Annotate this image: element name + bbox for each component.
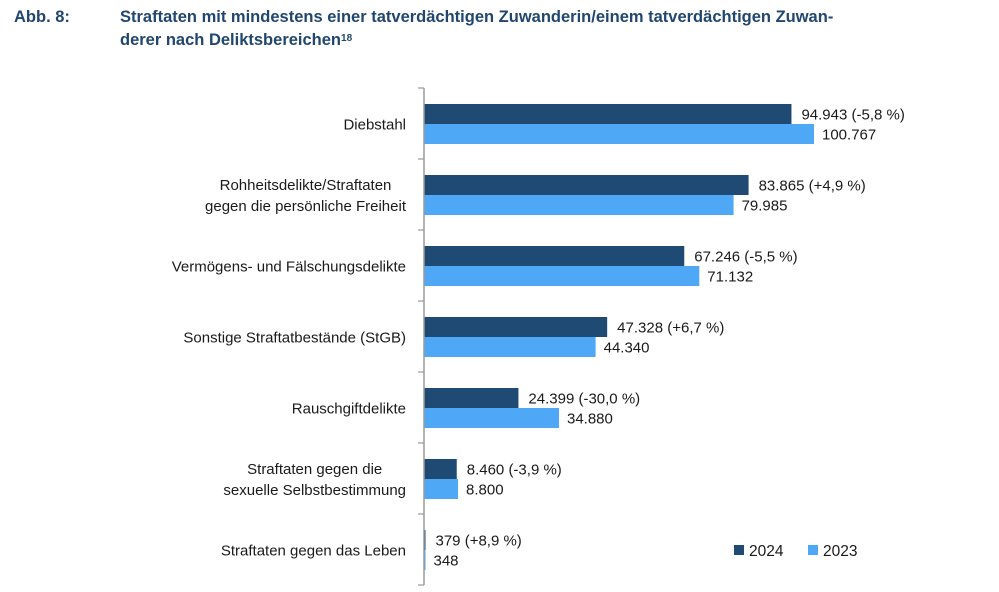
category-label-line: Straftaten gegen die xyxy=(247,461,382,478)
category-label-6: Straftaten gegen das Leben xyxy=(221,543,406,560)
labels-layer: 94.943 (-5,8 %) 100.767 Diebstahl 83.865 (+… xyxy=(172,107,905,570)
category-label-line: Rauschgiftdelikte xyxy=(292,401,406,418)
bar-2024-0 xyxy=(424,104,792,124)
category-label-line: Vermögens- und Fälschungsdelikte xyxy=(172,259,406,276)
value-label-2024-6: 379 (+8,9 %) xyxy=(436,533,522,550)
category-label-line: Diebstahl xyxy=(343,117,406,134)
bar-2024-1 xyxy=(424,175,749,195)
bar-2024-3 xyxy=(424,317,608,337)
legend-label-2024: 2024 xyxy=(749,543,784,560)
bar-2023-3 xyxy=(424,337,596,357)
value-label-2024-4: 24.399 (-30,0 %) xyxy=(528,391,640,408)
category-label-line: Rohheitsdelikte/Straftaten xyxy=(220,177,392,194)
bar-2023-5 xyxy=(424,479,459,499)
category-label-line: gegen die persönliche Freiheit xyxy=(205,198,407,215)
title-line-1: Straftaten mit mindestens einer tatverdä… xyxy=(120,8,834,26)
value-label-2024-5: 8.460 (-3,9 %) xyxy=(467,462,562,479)
category-label-2: Vermögens- und Fälschungsdelikte xyxy=(172,259,406,276)
bar-2024-4 xyxy=(424,388,519,408)
category-label-line: sexuelle Selbstbestimmung xyxy=(223,482,406,499)
value-label-2023-0: 100.767 xyxy=(822,127,876,144)
value-label-2024-2: 67.246 (-5,5 %) xyxy=(694,249,797,266)
category-label-3: Sonstige Straftatbestände (StGB) xyxy=(183,330,406,347)
value-label-2023-3: 44.340 xyxy=(604,340,650,357)
value-label-2023-6: 348 xyxy=(434,553,459,570)
value-label-2023-2: 71.132 xyxy=(707,269,753,286)
category-label-1: Rohheitsdelikte/Straftaten gegen die pers… xyxy=(205,177,407,215)
bars-layer xyxy=(424,104,814,570)
legend: 2024 2023 xyxy=(734,543,857,560)
bar-2023-1 xyxy=(424,195,734,215)
category-label-line: Sonstige Straftatbestände (StGB) xyxy=(183,330,406,347)
bar-2024-2 xyxy=(424,246,685,266)
legend-swatch-2024 xyxy=(734,545,744,555)
category-axis xyxy=(418,87,425,586)
category-label-4: Rauschgiftdelikte xyxy=(292,401,406,418)
title-line-2: derer nach Deliktsbereichen18 xyxy=(120,29,974,52)
bar-2024-5 xyxy=(424,459,457,479)
footnote-marker: 18 xyxy=(341,33,353,44)
category-label-line: Straftaten gegen das Leben xyxy=(221,543,406,560)
bar-2023-4 xyxy=(424,408,559,428)
bar-2023-2 xyxy=(424,266,700,286)
category-label-0: Diebstahl xyxy=(343,117,406,134)
value-label-2024-0: 94.943 (-5,8 %) xyxy=(801,107,904,124)
title-line-2-text: derer nach Deliktsbereichen xyxy=(120,31,342,49)
legend-swatch-2023 xyxy=(808,545,818,555)
category-label-5: Straftaten gegen die sexuelle Selbstbesti… xyxy=(223,461,406,499)
value-label-2023-1: 79.985 xyxy=(742,198,788,215)
value-label-2023-4: 34.880 xyxy=(567,411,613,428)
chart-title: Abb. 8: Straftaten mit mindestens einer … xyxy=(14,6,974,52)
value-label-2024-1: 83.865 (+4,9 %) xyxy=(759,178,866,195)
value-label-2023-5: 8.800 xyxy=(466,482,504,499)
figure-number: Abb. 8: xyxy=(14,8,70,26)
legend-label-2023: 2023 xyxy=(823,543,857,560)
value-label-2024-3: 47.328 (+6,7 %) xyxy=(617,320,724,337)
bar-2023-0 xyxy=(424,124,814,144)
